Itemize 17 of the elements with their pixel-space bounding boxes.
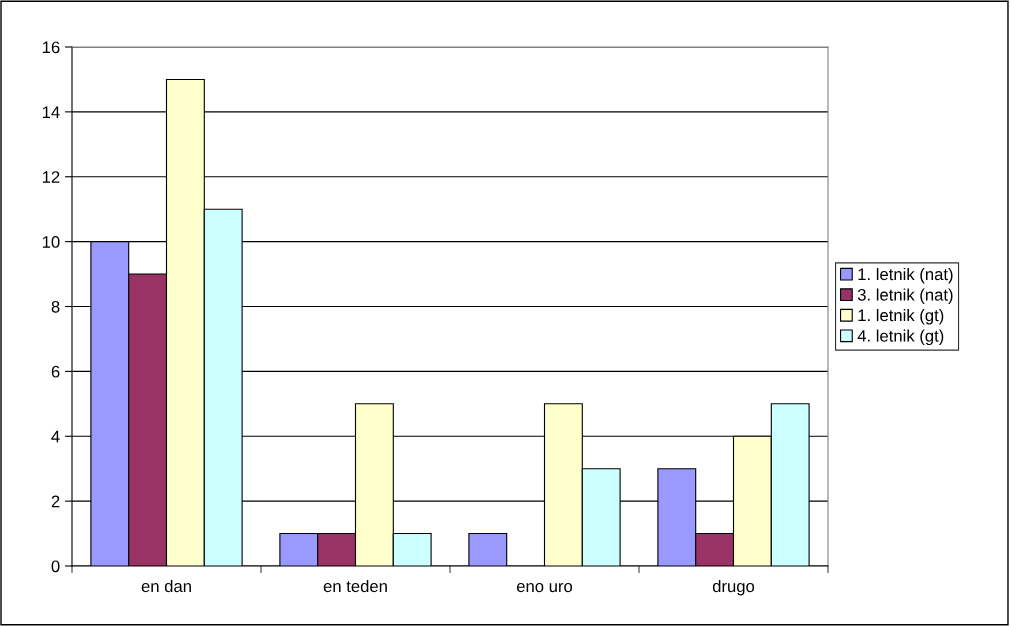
y-tick-label: 0 <box>51 560 60 573</box>
legend-label: 1. letnik (nat) <box>858 267 953 284</box>
y-tick-label: 12 <box>42 171 60 183</box>
legend-label: 1. letnik (gt) <box>858 309 944 325</box>
legend-label: 4. letnik (gt) <box>857 329 944 346</box>
x-tick-label: en dan <box>141 579 191 593</box>
y-tick-label: 4 <box>51 430 60 443</box>
legend-label: 3. letnik (nat) <box>857 288 953 304</box>
y-tick-label: 6 <box>51 365 60 378</box>
y-tick-label: 10 <box>42 236 60 248</box>
y-tick-label: 8 <box>51 300 60 313</box>
y-tick-label: 14 <box>42 106 60 118</box>
x-tick-label: drugo <box>712 579 755 596</box>
y-tick-label: 16 <box>42 41 60 54</box>
x-tick-label: eno uro <box>516 583 573 593</box>
y-tick-label: 2 <box>51 495 60 508</box>
x-tick-label: en teden <box>323 579 387 593</box>
